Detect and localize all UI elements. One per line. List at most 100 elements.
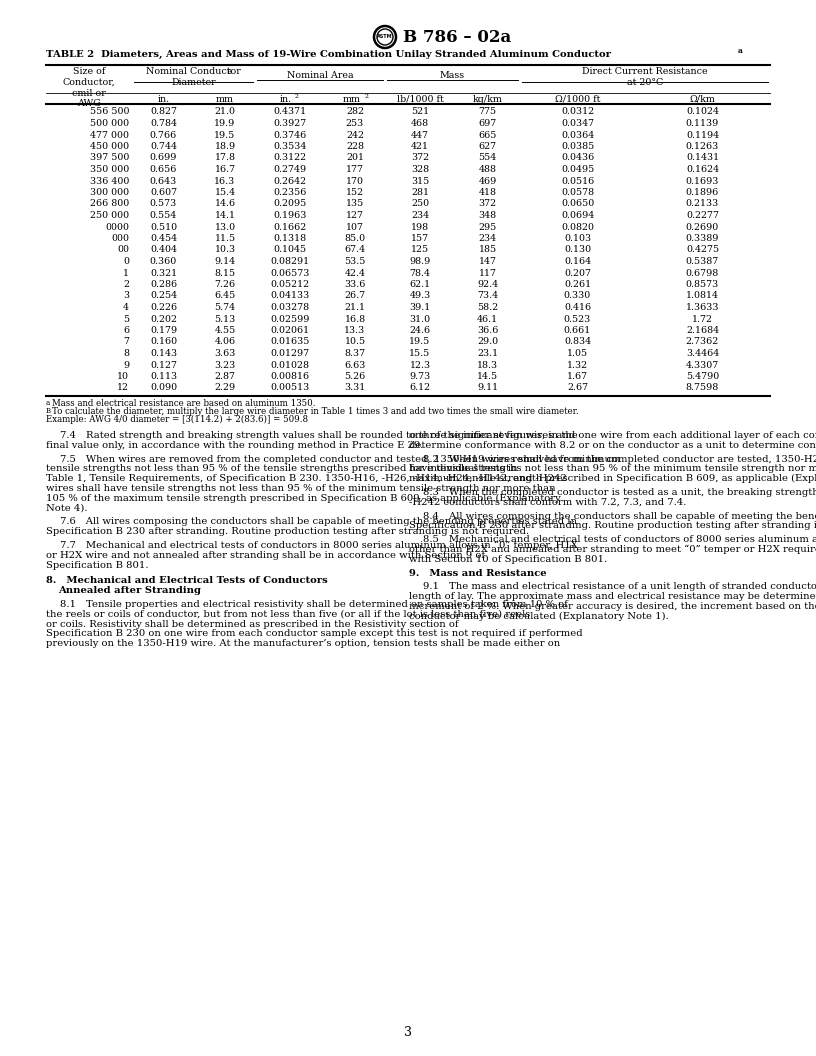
Text: 3.31: 3.31 bbox=[344, 383, 366, 393]
Text: 4.06: 4.06 bbox=[215, 338, 236, 346]
Text: 0.1693: 0.1693 bbox=[685, 176, 719, 186]
Text: 6.63: 6.63 bbox=[344, 360, 366, 370]
Text: 1.3633: 1.3633 bbox=[685, 303, 719, 312]
Text: conductor may be calculated (Explanatory Note 1).: conductor may be calculated (Explanatory… bbox=[409, 611, 669, 621]
Text: 6: 6 bbox=[123, 326, 129, 335]
Text: 0.661: 0.661 bbox=[564, 326, 591, 335]
Text: or H2X wire and not annealed after stranding shall be in accordance with Section: or H2X wire and not annealed after stran… bbox=[46, 551, 486, 560]
Text: 0.127: 0.127 bbox=[150, 360, 177, 370]
Text: 8.2 When wires removed from the completed conductor are tested, 1350-H26, -H24, : 8.2 When wires removed from the complete… bbox=[423, 454, 816, 464]
Text: 0.0495: 0.0495 bbox=[561, 165, 594, 174]
Text: 8.4 All wires composing the conductors shall be capable of meeting the bending p: 8.4 All wires composing the conductors s… bbox=[423, 511, 816, 521]
Text: 5: 5 bbox=[123, 315, 129, 323]
Text: 10.5: 10.5 bbox=[344, 338, 366, 346]
Text: 5.26: 5.26 bbox=[344, 372, 366, 381]
Text: 36.6: 36.6 bbox=[477, 326, 499, 335]
Text: have tensile strengths not less than 95 % of the minimum tensile strength nor mo: have tensile strengths not less than 95 … bbox=[409, 465, 816, 473]
Text: Mass: Mass bbox=[440, 71, 465, 80]
Text: 0.1024: 0.1024 bbox=[686, 108, 719, 116]
Text: 0.1263: 0.1263 bbox=[686, 142, 719, 151]
Text: 0.360: 0.360 bbox=[150, 257, 177, 266]
Text: 31.0: 31.0 bbox=[410, 315, 431, 323]
Text: 1.67: 1.67 bbox=[567, 372, 588, 381]
Text: 0.4371: 0.4371 bbox=[273, 108, 307, 116]
Text: 12: 12 bbox=[117, 383, 129, 393]
Text: 0.06573: 0.06573 bbox=[270, 268, 310, 278]
Text: 9. Mass and Resistance: 9. Mass and Resistance bbox=[409, 568, 547, 578]
Text: 253: 253 bbox=[346, 119, 364, 128]
Text: 0.0820: 0.0820 bbox=[561, 223, 594, 231]
Text: 9.73: 9.73 bbox=[410, 372, 431, 381]
Text: 33.6: 33.6 bbox=[344, 280, 366, 289]
Text: one of the inner seven wires and one wire from each additional layer of each con: one of the inner seven wires and one wir… bbox=[409, 431, 816, 440]
Text: 447: 447 bbox=[411, 131, 429, 139]
Text: 0.1431: 0.1431 bbox=[686, 153, 719, 163]
Text: 0.5387: 0.5387 bbox=[686, 257, 719, 266]
Text: 627: 627 bbox=[478, 142, 497, 151]
Text: 336 400: 336 400 bbox=[90, 176, 129, 186]
Text: 2.7362: 2.7362 bbox=[686, 338, 719, 346]
Text: 234: 234 bbox=[411, 211, 429, 220]
Text: 0.090: 0.090 bbox=[150, 383, 177, 393]
Text: B: B bbox=[46, 407, 51, 415]
Text: Table 1, Tensile Requirements, of Specification B 230. 1350-H16, -H26, -H14, -H2: Table 1, Tensile Requirements, of Specif… bbox=[46, 474, 567, 484]
Text: 16.3: 16.3 bbox=[215, 176, 236, 186]
Text: 9: 9 bbox=[123, 360, 129, 370]
Text: tensile strengths not less than 95 % of the tensile strengths prescribed for ind: tensile strengths not less than 95 % of … bbox=[46, 465, 517, 473]
Text: 0.3389: 0.3389 bbox=[685, 234, 719, 243]
Text: 0.0385: 0.0385 bbox=[561, 142, 594, 151]
Text: 556 500: 556 500 bbox=[90, 108, 129, 116]
Text: 1: 1 bbox=[123, 268, 129, 278]
Text: 315: 315 bbox=[411, 176, 429, 186]
Text: 0.0650: 0.0650 bbox=[561, 200, 594, 208]
Text: other than H2X and annealed after stranding to meet “0” temper or H2X requiremen: other than H2X and annealed after strand… bbox=[409, 545, 816, 554]
Text: 0.1194: 0.1194 bbox=[686, 131, 719, 139]
Text: Direct Current Resistance
at 20°C: Direct Current Resistance at 20°C bbox=[582, 67, 707, 87]
Text: 135: 135 bbox=[346, 200, 364, 208]
Text: 16.7: 16.7 bbox=[215, 165, 236, 174]
Text: 105 % of the maximum tensile strength prescribed in Specification B 609, as appl: 105 % of the maximum tensile strength pr… bbox=[46, 494, 561, 503]
Text: 78.4: 78.4 bbox=[410, 268, 431, 278]
Text: 0.523: 0.523 bbox=[564, 315, 591, 323]
Text: 0.573: 0.573 bbox=[150, 200, 177, 208]
Text: 185: 185 bbox=[478, 245, 497, 254]
Text: 0.2690: 0.2690 bbox=[686, 223, 719, 231]
Text: 19.5: 19.5 bbox=[410, 338, 431, 346]
Text: 0.1139: 0.1139 bbox=[686, 119, 719, 128]
Text: 0.103: 0.103 bbox=[564, 234, 591, 243]
Text: 228: 228 bbox=[346, 142, 364, 151]
Text: 2.29: 2.29 bbox=[215, 383, 236, 393]
Text: 58.2: 58.2 bbox=[477, 303, 498, 312]
Text: Specification B 230 on one wire from each conductor sample except this test is n: Specification B 230 on one wire from eac… bbox=[46, 629, 583, 639]
Text: 0.00816: 0.00816 bbox=[270, 372, 309, 381]
Text: 8.3 When the completed conductor is tested as a unit, the breaking strengths of : 8.3 When the completed conductor is test… bbox=[423, 488, 816, 497]
Text: Mass and electrical resistance are based on aluminum 1350.: Mass and electrical resistance are based… bbox=[52, 399, 316, 408]
Text: 468: 468 bbox=[411, 119, 429, 128]
Text: 7: 7 bbox=[123, 338, 129, 346]
Text: 9.14: 9.14 bbox=[215, 257, 236, 266]
Text: 372: 372 bbox=[478, 200, 497, 208]
Text: 17.8: 17.8 bbox=[215, 153, 236, 163]
Text: 177: 177 bbox=[346, 165, 364, 174]
Text: 3.63: 3.63 bbox=[215, 348, 236, 358]
Text: 0.286: 0.286 bbox=[150, 280, 177, 289]
Text: 0.261: 0.261 bbox=[564, 280, 591, 289]
Text: 5.74: 5.74 bbox=[215, 303, 236, 312]
Text: 15.5: 15.5 bbox=[410, 348, 431, 358]
Text: 328: 328 bbox=[411, 165, 429, 174]
Text: 13.3: 13.3 bbox=[344, 326, 366, 335]
Text: 7.26: 7.26 bbox=[215, 280, 236, 289]
Text: 3: 3 bbox=[123, 291, 129, 301]
Text: 0.00513: 0.00513 bbox=[270, 383, 309, 393]
Text: 0.02599: 0.02599 bbox=[270, 315, 310, 323]
Text: 0.0347: 0.0347 bbox=[561, 119, 594, 128]
Text: 46.1: 46.1 bbox=[477, 315, 498, 323]
Text: 234: 234 bbox=[478, 234, 497, 243]
Text: 0.202: 0.202 bbox=[150, 315, 177, 323]
Text: 19.5: 19.5 bbox=[215, 131, 236, 139]
Text: 13.0: 13.0 bbox=[215, 223, 236, 231]
Text: 16.8: 16.8 bbox=[344, 315, 366, 323]
Text: a: a bbox=[46, 399, 51, 407]
Text: 0.113: 0.113 bbox=[150, 372, 177, 381]
Text: Ω/1000 ft: Ω/1000 ft bbox=[555, 95, 601, 103]
